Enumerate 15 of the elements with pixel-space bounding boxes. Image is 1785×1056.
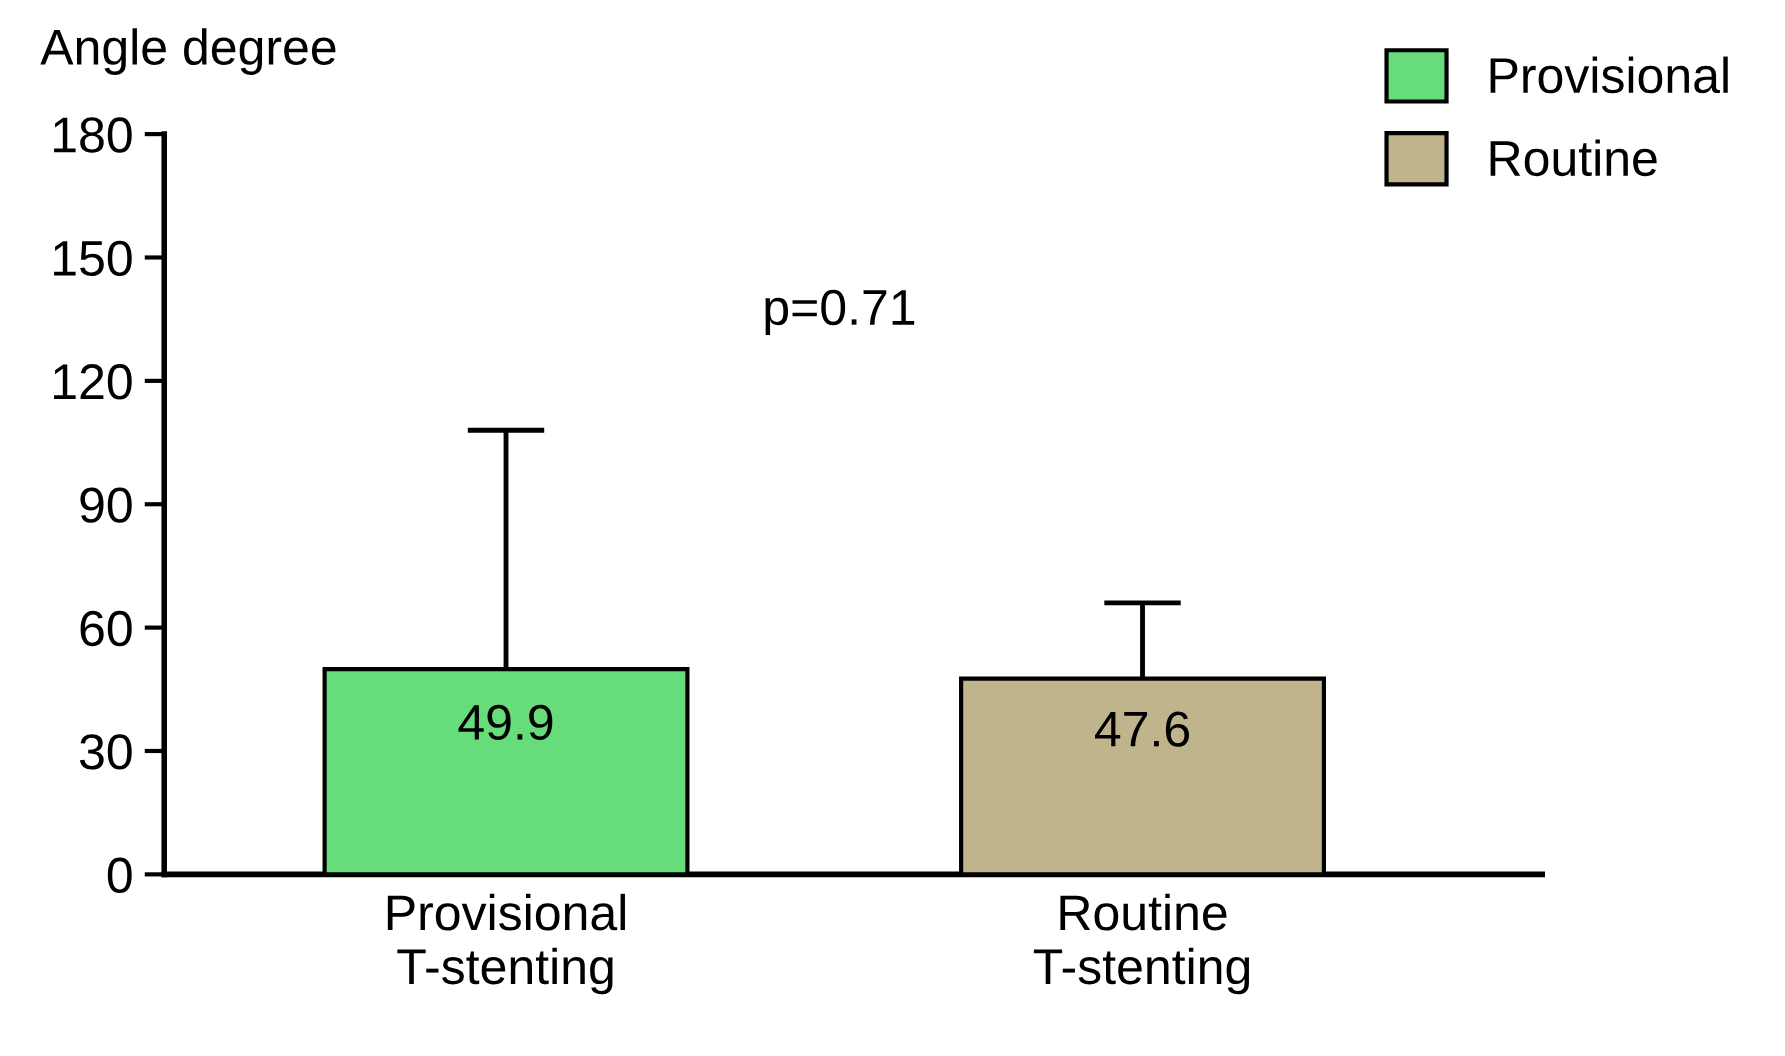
annotation: p=0.71 (765, 289, 915, 336)
y-tick-label: 150 (54, 240, 132, 277)
data-label: 47.6 (1095, 711, 1189, 747)
legend-label: Provisional (1490, 56, 1728, 94)
legend-label: Routine (1490, 139, 1657, 177)
y-tick-label: 0 (107, 857, 132, 893)
y-axis-title: Angle degree (40, 28, 336, 75)
x-tick-label: Routine T-stenting (1033, 893, 1250, 995)
y-tick-label: 120 (54, 364, 132, 400)
y-tick-label: 30 (79, 734, 132, 770)
y-tick-label: 90 (80, 487, 132, 523)
x-tick-label: Provisional T-stenting (387, 893, 625, 995)
data-label: 49.9 (458, 704, 553, 741)
y-tick-label: 60 (80, 610, 132, 647)
y-tick-label: 180 (54, 117, 132, 153)
